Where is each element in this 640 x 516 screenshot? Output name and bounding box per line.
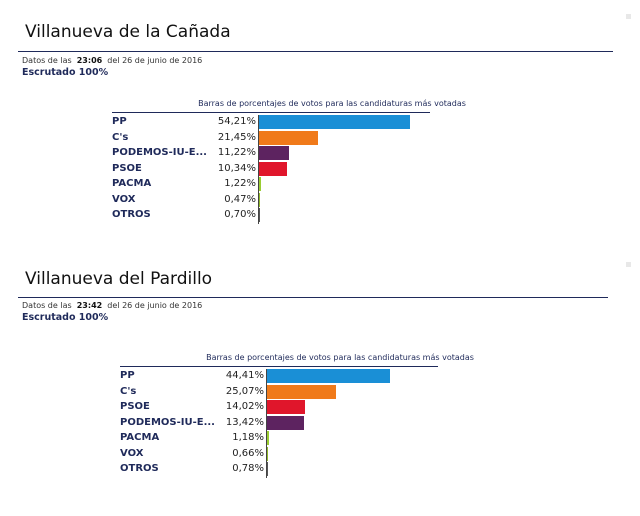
percentage-label: 44,41% xyxy=(225,370,264,381)
bar-row: PP 54,21% xyxy=(112,115,552,129)
bar-row: C's 21,45% xyxy=(112,130,552,145)
municipality-title: Villanueva de la Cañada xyxy=(25,22,231,42)
party-label: PODEMOS-IU-E... xyxy=(120,416,215,428)
timestamp-time: 23:42 xyxy=(76,301,103,310)
vote-bar xyxy=(266,369,391,383)
timestamp-prefix: Datos de las xyxy=(22,56,72,65)
bar-row: PSOE 14,02% xyxy=(120,400,560,414)
party-label: PACMA xyxy=(112,178,152,189)
timestamp-time: 23:06 xyxy=(76,56,103,65)
vote-bar xyxy=(266,462,269,476)
vote-bar xyxy=(258,208,260,222)
corner-marker xyxy=(626,14,631,19)
percentage-label: 0,66% xyxy=(232,447,264,459)
party-label: PODEMOS-IU-E... xyxy=(112,147,207,158)
percentage-label: 13,42% xyxy=(225,416,264,428)
vote-bar xyxy=(266,446,268,461)
chart-axis-line xyxy=(258,115,259,224)
percentage-label: 0,70% xyxy=(224,209,256,220)
party-label: PP xyxy=(112,116,127,127)
bar-row: PODEMOS-IU-E... 11,22% xyxy=(112,146,552,160)
party-label: OTROS xyxy=(120,463,159,474)
percentage-label: 1,18% xyxy=(232,432,264,443)
timestamp-date: del 26 de junio de 2016 xyxy=(107,56,203,65)
percentage-label: 21,45% xyxy=(217,131,256,143)
percentage-label: 1,22% xyxy=(224,178,256,189)
data-timestamp: Datos de las 23:42 del 26 de junio de 20… xyxy=(22,301,202,310)
vote-bar xyxy=(258,192,260,207)
vote-bar xyxy=(266,431,270,445)
bar-row: VOX 0,47% xyxy=(112,192,552,207)
party-label: PSOE xyxy=(120,401,150,412)
vote-bar-chart: Barras de porcentajes de votos para las … xyxy=(112,99,552,224)
percentage-label: 14,02% xyxy=(225,401,264,412)
bar-row: PACMA 1,18% xyxy=(120,431,560,445)
data-timestamp: Datos de las 23:06 del 26 de junio de 20… xyxy=(22,56,202,65)
bar-row: C's 25,07% xyxy=(120,384,560,399)
bar-row: PACMA 1,22% xyxy=(112,177,552,191)
bar-row: PODEMOS-IU-E... 13,42% xyxy=(120,415,560,430)
vote-bar xyxy=(266,400,306,414)
party-label: PACMA xyxy=(120,432,160,443)
chart-title: Barras de porcentajes de votos para las … xyxy=(198,99,466,108)
percentage-label: 10,34% xyxy=(217,162,256,174)
corner-marker xyxy=(626,262,631,267)
timestamp-date: del 26 de junio de 2016 xyxy=(107,301,203,310)
vote-bar xyxy=(258,161,287,176)
vote-bar xyxy=(258,115,410,129)
party-label: PSOE xyxy=(112,162,142,174)
title-divider xyxy=(18,51,613,52)
title-divider xyxy=(18,297,608,298)
chart-axis-line xyxy=(266,369,267,478)
bar-row: OTROS 0,70% xyxy=(112,208,552,222)
percentage-label: 11,22% xyxy=(217,147,256,158)
municipality-title: Villanueva del Pardillo xyxy=(25,269,213,289)
timestamp-prefix: Datos de las xyxy=(22,301,72,310)
party-label: VOX xyxy=(112,193,136,205)
count-status: Escrutado 100% xyxy=(22,67,109,78)
vote-bar-chart: Barras de porcentajes de votos para las … xyxy=(120,353,560,478)
vote-bar xyxy=(258,177,262,191)
bar-row: OTROS 0,78% xyxy=(120,462,560,476)
chart-header-rule xyxy=(120,366,438,367)
bar-row: VOX 0,66% xyxy=(120,446,560,461)
vote-bar xyxy=(258,130,319,145)
percentage-label: 0,47% xyxy=(224,193,256,205)
percentage-label: 0,78% xyxy=(232,463,264,474)
bar-row: PP 44,41% xyxy=(120,369,560,383)
party-label: VOX xyxy=(120,447,144,459)
chart-header-rule xyxy=(112,112,430,113)
party-label: OTROS xyxy=(112,209,151,220)
percentage-label: 25,07% xyxy=(225,385,264,397)
bar-row: PSOE 10,34% xyxy=(112,161,552,176)
party-label: PP xyxy=(120,370,135,381)
results-section-1: Villanueva de la Cañada Datos de las 23:… xyxy=(18,14,631,224)
party-label: C's xyxy=(112,131,129,143)
count-status: Escrutado 100% xyxy=(22,312,109,323)
percentage-label: 54,21% xyxy=(217,116,256,127)
chart-title: Barras de porcentajes de votos para las … xyxy=(206,353,474,362)
vote-bar xyxy=(258,146,290,160)
vote-bar xyxy=(266,415,304,430)
party-label: C's xyxy=(120,385,137,397)
vote-bar xyxy=(266,384,337,399)
